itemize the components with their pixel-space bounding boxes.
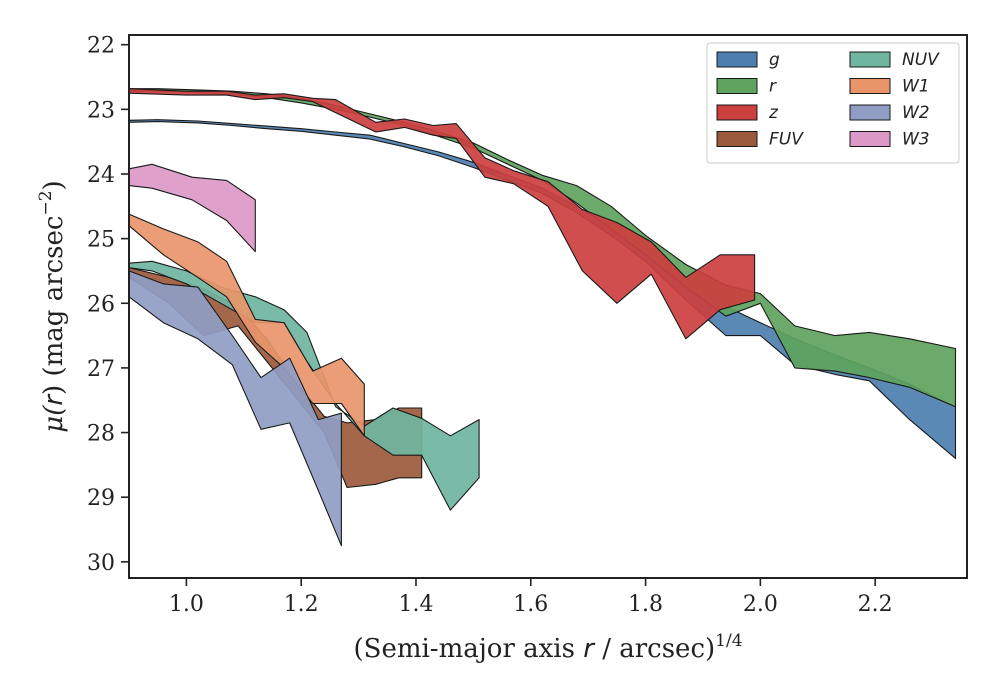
y-tick-label: 23 xyxy=(87,98,115,123)
y-tick-label: 22 xyxy=(87,34,115,59)
y-tick-label: 28 xyxy=(87,422,115,447)
band-w1 xyxy=(128,213,365,437)
x-tick-label: 1.4 xyxy=(398,592,433,617)
band-g xyxy=(128,119,957,459)
legend-label-z: z xyxy=(768,103,779,123)
legend-label-r: r xyxy=(769,77,777,97)
y-tick-label: 26 xyxy=(87,292,115,317)
legend-swatch-r xyxy=(716,78,758,94)
y-axis: 22 23 24 25 26 27 28 29 30 xyxy=(87,34,129,576)
legend-label-w2: W2 xyxy=(902,103,930,123)
x-tick-label: 2.2 xyxy=(858,592,893,617)
legend-swatch-nuv xyxy=(849,51,891,68)
legend-label-nuv: NUV xyxy=(902,50,940,70)
y-axis-label-mu: μ( xyxy=(39,405,69,433)
y-tick-label: 24 xyxy=(87,163,115,188)
y-tick-label: 27 xyxy=(87,357,115,382)
x-tick-label: 2.0 xyxy=(743,592,778,617)
x-axis-label-mid: / arcsec) xyxy=(594,634,715,664)
legend-label-fuv: FUV xyxy=(769,130,804,150)
x-tick-label: 1.2 xyxy=(284,592,319,617)
y-tick-label: 29 xyxy=(87,486,115,511)
band-z xyxy=(128,88,756,340)
legend-swatch-w3 xyxy=(849,131,891,147)
band-w3 xyxy=(128,163,256,253)
y-axis-label-var: r xyxy=(39,393,69,406)
legend-swatch-w2 xyxy=(849,104,891,121)
x-axis-label-sup: 1/4 xyxy=(715,631,742,651)
x-tick-label: 1.8 xyxy=(628,592,663,617)
legend-label-g: g xyxy=(769,50,780,70)
legend-swatch-g xyxy=(716,51,758,68)
legend-box xyxy=(706,42,960,164)
legend-swatch-w1 xyxy=(849,78,891,94)
y-axis-label-unit: (mag arcsec xyxy=(39,216,69,385)
legend-label-w1: W1 xyxy=(902,77,930,97)
x-tick-label: 1.6 xyxy=(513,592,548,617)
y-axis-label-sup: −2 xyxy=(36,190,56,215)
legend: grz FUV NUV W1 W2 W3 xyxy=(706,42,960,164)
y-axis-label: μ(r) (mag arcsec−2) xyxy=(36,180,69,432)
plot-frame xyxy=(128,34,968,579)
legend-label-w3: W3 xyxy=(902,130,930,150)
y-tick-label: 25 xyxy=(87,228,115,253)
x-axis-label-pre: (Semi-major axis xyxy=(353,634,583,664)
x-tick-label: 1.0 xyxy=(169,592,204,617)
x-axis-label: (Semi-major axis r / arcsec)1/4 xyxy=(353,631,742,664)
band-w2 xyxy=(128,270,342,547)
x-axis: 1.0 1.2 1.4 1.6 1.8 2.0 2.2 xyxy=(169,578,893,617)
y-axis-label-close: ) xyxy=(39,385,69,395)
x-axis-label-var: r xyxy=(583,634,596,664)
bands-layer xyxy=(128,88,957,547)
band-nuv xyxy=(128,260,480,511)
legend-swatch-fuv xyxy=(716,131,758,147)
y-tick-label: 30 xyxy=(87,551,115,576)
y-axis-label-end: ) xyxy=(39,180,69,190)
legend-swatch-z xyxy=(716,104,758,121)
